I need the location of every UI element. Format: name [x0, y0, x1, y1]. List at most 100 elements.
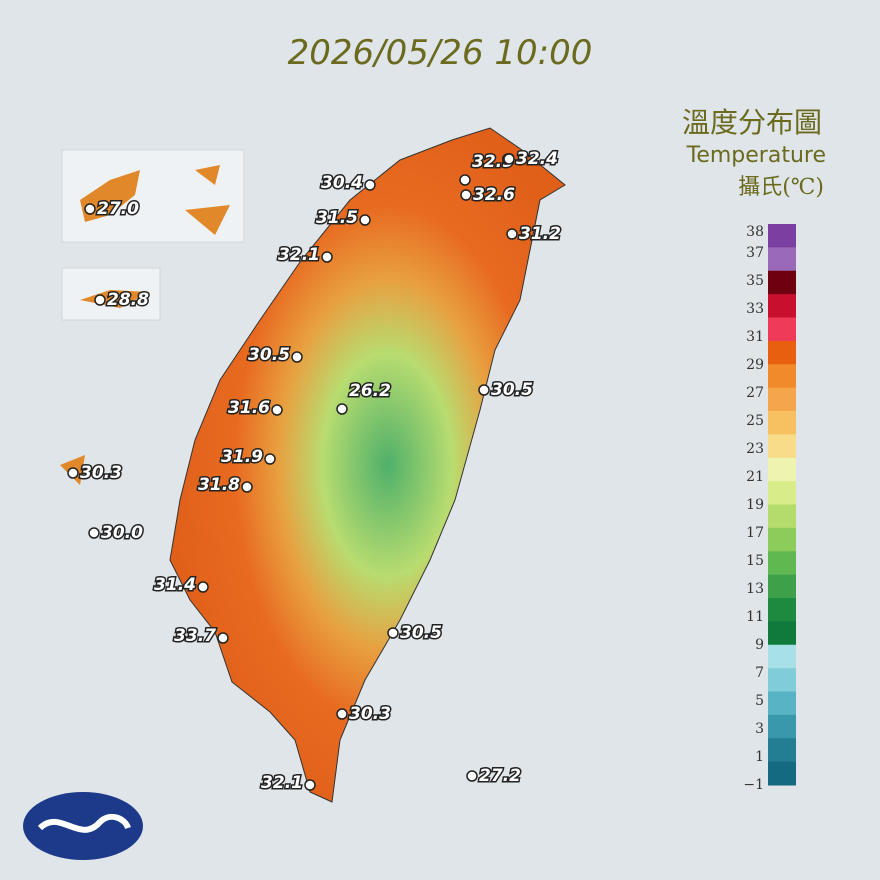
- colorbar-segment: [768, 481, 796, 505]
- colorbar-segment: [768, 411, 796, 435]
- station-temperature: 30.5: [491, 380, 533, 400]
- station-temperature: 31.2: [519, 224, 561, 244]
- colorbar-tick-label: 31: [746, 329, 764, 345]
- colorbar-tick-label: 1: [755, 749, 764, 765]
- taiwan: [169, 127, 566, 803]
- colorbar-tick-label: 23: [746, 441, 764, 457]
- station-temperature: 32.6: [473, 185, 515, 205]
- station-temperature: 31.4: [154, 575, 196, 595]
- station-temperature: 32.4: [516, 149, 558, 169]
- station-temperature: 26.2: [349, 381, 391, 401]
- station-dot: [466, 770, 478, 782]
- station-temperature: 30.5: [248, 345, 290, 365]
- station-temperature: 28.8: [107, 290, 149, 310]
- colorbar-segment: [768, 270, 796, 295]
- colorbar-tick-label: 35: [746, 273, 764, 289]
- colorbar-tick-label: 38: [746, 224, 764, 240]
- station-dot: [459, 174, 471, 186]
- colorbar-tick-label: 19: [746, 497, 764, 513]
- legend-title-zh: 溫度分布圖: [682, 106, 822, 139]
- station-dot: [84, 203, 96, 215]
- station-temperature: 31.8: [198, 475, 240, 495]
- colorbar-segment: [768, 738, 796, 763]
- colorbar-tick-label: 9: [755, 637, 764, 653]
- station-dot: [364, 179, 376, 191]
- station-dot: [88, 527, 100, 539]
- colorbar-tick-label: 7: [755, 665, 764, 681]
- colorbar-segment: [768, 387, 796, 412]
- colorbar-segment: [768, 598, 796, 622]
- colorbar-tick-label: 25: [746, 413, 764, 429]
- colorbar-segment: [768, 551, 796, 576]
- station-temperature: 33.7: [174, 626, 216, 646]
- logo: [23, 792, 143, 860]
- colorbar-segment: [768, 574, 796, 599]
- colorbar-tick-label: 37: [746, 245, 764, 261]
- colorbar-tick-label: 15: [746, 553, 764, 569]
- station-temperature: 30.3: [349, 704, 391, 724]
- colorbar-segment: [768, 457, 796, 482]
- logo-wave: [37, 813, 131, 833]
- station-dot: [359, 214, 371, 226]
- station-dot: [94, 294, 106, 306]
- colorbar-segment: [768, 761, 796, 786]
- station-temperature: 30.4: [321, 173, 363, 193]
- colorbar-tick-label: 27: [746, 385, 764, 401]
- station-temperature: 30.5: [400, 623, 442, 643]
- colorbar-segment: [768, 340, 796, 365]
- colorbar-tick-label: −1: [743, 777, 764, 793]
- station-temperature: 30.3: [80, 463, 122, 483]
- colorbar-tick-label: 21: [746, 469, 764, 485]
- station-dot: [241, 481, 253, 493]
- colorbar-tick-label: 11: [746, 609, 764, 625]
- colorbar-tick-label: 3: [755, 721, 764, 737]
- colorbar-segment: [768, 224, 796, 248]
- timestamp: 2026/05/26 10:00: [288, 33, 593, 73]
- station-temperature: 31.9: [221, 447, 263, 467]
- station-temperature: 31.5: [316, 208, 358, 228]
- station-dot: [321, 251, 333, 263]
- station-dot: [197, 581, 209, 593]
- station-dot: [503, 153, 515, 165]
- station-dot: [264, 453, 276, 465]
- colorbar-segment: [768, 364, 796, 389]
- station-dot: [291, 351, 303, 363]
- legend-unit: 攝氏(℃): [738, 175, 824, 200]
- stations: 27.028.830.330.030.431.532.132.9 32.432.6…: [67, 148, 562, 795]
- colorbar-tick-label: 29: [746, 357, 764, 373]
- colorbar-tick-label: 33: [746, 301, 764, 317]
- colorbar-segment: [768, 527, 796, 552]
- station-temperature: 32.1: [278, 245, 320, 265]
- station-dot: [304, 779, 316, 791]
- station-dot: [336, 708, 348, 720]
- station-dot: [506, 228, 518, 240]
- station-dot: [336, 403, 348, 415]
- colorbar-tick-label: 5: [755, 693, 764, 709]
- colorbar-segment: [768, 504, 796, 529]
- colorbar-segment: [768, 644, 796, 669]
- colorbar-segment: [768, 247, 796, 272]
- legend-title-en: Temperature: [686, 143, 826, 168]
- station-temperature: 32.1: [261, 773, 303, 793]
- colorbar-segment: [768, 691, 796, 716]
- station-dot: [271, 404, 283, 416]
- colorbar-segment: [768, 294, 796, 318]
- colorbar-segment: [768, 714, 796, 739]
- station-dot: [387, 627, 399, 639]
- colorbar-tick-label: 17: [746, 525, 764, 541]
- station-temperature: 27.2: [479, 766, 521, 786]
- colorbar-segment: [768, 668, 796, 692]
- station-temperature: 27.0: [97, 199, 139, 219]
- colorbar-segment: [768, 434, 796, 459]
- station-dot: [217, 632, 229, 644]
- station-dot: [67, 467, 79, 479]
- station-temperature: 31.6: [228, 398, 270, 418]
- colorbar-tick-label: 13: [746, 581, 764, 597]
- station-temperature: 30.0: [101, 523, 143, 543]
- colorbar-segment: [768, 317, 796, 342]
- station-dot: [460, 189, 472, 201]
- station-dot: [478, 384, 490, 396]
- colorbar-segment: [768, 621, 796, 646]
